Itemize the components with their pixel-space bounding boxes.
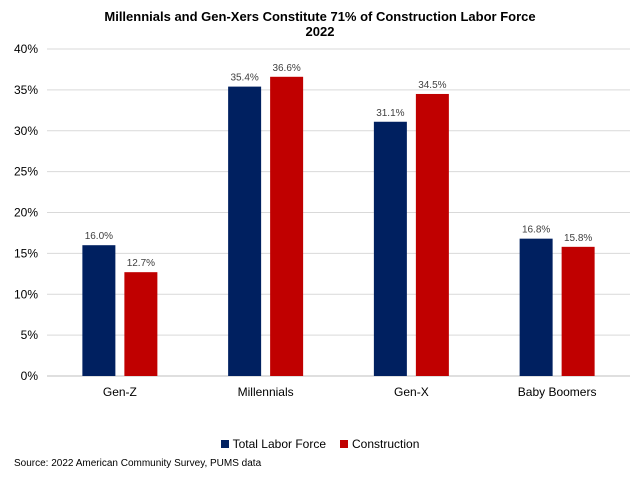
y-tick-label: 20% — [14, 206, 38, 220]
data-label: 16.0% — [85, 231, 113, 242]
x-tick-label: Millennials — [238, 385, 294, 399]
bar-construction — [561, 246, 595, 376]
y-tick-label: 40% — [14, 42, 38, 56]
x-tick-label: Baby Boomers — [518, 385, 597, 399]
bar-total-labor-force — [519, 238, 553, 376]
x-tick-label: Gen-Z — [103, 385, 137, 399]
y-tick-label: 35% — [14, 83, 38, 97]
legend-item-total-labor-force: Total Labor Force — [220, 437, 326, 451]
data-label: 36.6% — [272, 63, 300, 74]
legend-swatch-total-labor-force — [220, 440, 229, 448]
bar-total-labor-force — [228, 86, 262, 376]
bar-total-labor-force — [82, 245, 116, 376]
chart-title: Millennials and Gen-Xers Constitute 71% … — [104, 9, 536, 24]
legend-label-construction: Construction — [352, 437, 420, 451]
chart-subtitle: 2022 — [305, 24, 335, 39]
data-label: 16.8% — [522, 225, 550, 236]
legend: Total Labor Force Construction — [0, 437, 640, 451]
y-tick-label: 0% — [21, 369, 39, 383]
legend-item-construction: Construction — [340, 437, 419, 451]
source-note: Source: 2022 American Community Survey, … — [14, 458, 262, 469]
data-label: 12.7% — [127, 258, 155, 269]
x-tick-label: Gen-X — [394, 385, 429, 399]
data-label: 34.5% — [418, 80, 446, 91]
y-tick-label: 30% — [14, 124, 38, 138]
y-tick-label: 10% — [14, 287, 38, 301]
y-tick-label: 25% — [14, 165, 38, 179]
bar-construction — [415, 93, 449, 377]
legend-swatch-construction — [340, 440, 348, 448]
y-tick-label: 5% — [21, 328, 39, 342]
data-label: 35.4% — [230, 73, 258, 84]
y-tick-label: 15% — [14, 246, 38, 260]
bar-construction — [270, 76, 304, 377]
legend-label-total-labor-force: Total Labor Force — [232, 437, 326, 451]
bar-total-labor-force — [373, 121, 407, 376]
data-label: 31.1% — [376, 108, 404, 119]
bar-construction — [124, 272, 158, 376]
data-label: 15.8% — [564, 233, 592, 244]
